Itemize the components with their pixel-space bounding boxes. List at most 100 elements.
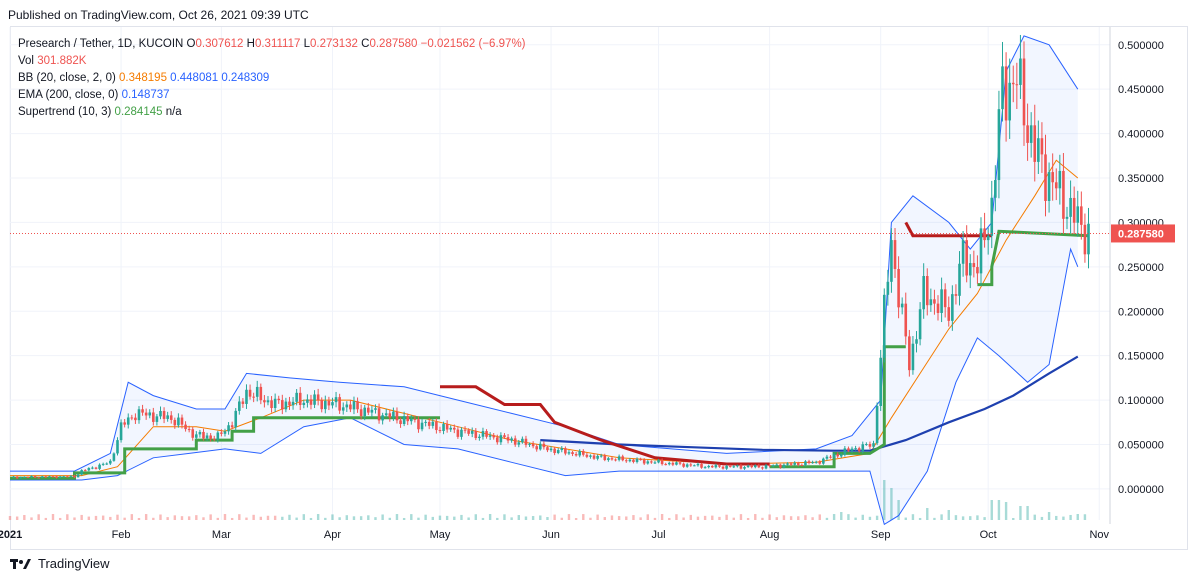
candle-body bbox=[359, 409, 363, 416]
candle-body bbox=[413, 418, 417, 420]
volume-bar bbox=[73, 517, 76, 520]
volume-bar bbox=[883, 480, 886, 520]
candle-body bbox=[1001, 66, 1004, 110]
volume-bar bbox=[438, 515, 442, 520]
candle-body bbox=[15, 476, 19, 479]
volume-bar bbox=[1069, 514, 1072, 520]
candle-body bbox=[976, 267, 979, 274]
volume-bar bbox=[58, 517, 62, 520]
volume-bar bbox=[37, 514, 40, 520]
candle-body bbox=[119, 422, 123, 441]
volume-bar bbox=[746, 517, 750, 520]
legend-bb-row[interactable]: BB (20, close, 2, 0) 0.348195 0.448081 0… bbox=[18, 70, 526, 87]
volume-bar bbox=[789, 516, 793, 520]
candle-body bbox=[69, 475, 73, 477]
volume-bar bbox=[811, 517, 814, 520]
volume-bar bbox=[273, 515, 277, 520]
legend-ema-row[interactable]: EMA (200, close, 0) 0.148737 bbox=[18, 87, 526, 104]
candle-body bbox=[578, 450, 582, 456]
volume-bar bbox=[675, 514, 678, 520]
candle-body bbox=[624, 460, 628, 462]
candle-body bbox=[642, 459, 646, 464]
candle-body bbox=[202, 431, 205, 439]
volume-bar bbox=[1047, 512, 1051, 520]
candle-body bbox=[829, 456, 832, 458]
candle-body bbox=[377, 408, 381, 421]
candle-body bbox=[298, 392, 302, 406]
candle-body bbox=[137, 409, 141, 421]
volume-bar bbox=[875, 515, 879, 520]
candle-body bbox=[126, 417, 130, 425]
volume-bar bbox=[668, 517, 671, 520]
candle-body bbox=[564, 448, 567, 454]
legend-symbol-row[interactable]: Presearch / Tether, 1D, KUCOIN O0.307612… bbox=[18, 36, 526, 53]
candle-body bbox=[166, 415, 169, 419]
candle-body bbox=[524, 438, 528, 445]
candle-body bbox=[499, 435, 503, 443]
candle-body bbox=[664, 464, 668, 466]
candle-body bbox=[667, 462, 671, 465]
candle-body bbox=[238, 401, 241, 411]
volume-bar bbox=[216, 517, 220, 520]
candle-body bbox=[958, 263, 961, 296]
candle-body bbox=[685, 464, 689, 467]
candle-body bbox=[596, 455, 599, 459]
candle-body bbox=[467, 430, 470, 434]
volume-bar bbox=[818, 514, 821, 520]
candle-body bbox=[725, 465, 728, 469]
candle-body bbox=[513, 438, 517, 445]
y-tick-label: 0.350000 bbox=[1118, 173, 1164, 185]
candle-body bbox=[581, 450, 585, 455]
candle-body bbox=[392, 411, 395, 418]
x-tick-label: 2021 bbox=[0, 529, 22, 541]
volume-bar bbox=[926, 508, 929, 520]
candle-body bbox=[352, 401, 356, 410]
volume-bar bbox=[904, 517, 907, 520]
candle-body bbox=[1037, 138, 1040, 162]
volume-bar bbox=[402, 517, 406, 520]
candle-body bbox=[603, 455, 607, 461]
candle-body bbox=[997, 109, 1001, 181]
supertrend-up-line bbox=[10, 416, 440, 480]
y-tick-label: 0.100000 bbox=[1118, 395, 1164, 407]
candle-body bbox=[789, 463, 793, 465]
tradingview-brand[interactable]: TradingView bbox=[38, 556, 110, 571]
volume-bar bbox=[137, 517, 141, 520]
volume-bar bbox=[897, 500, 900, 520]
candle-body bbox=[865, 444, 868, 446]
candle-body bbox=[388, 413, 392, 418]
candle-body bbox=[954, 294, 958, 296]
candle-body bbox=[216, 432, 220, 440]
volume-bar bbox=[868, 516, 872, 520]
symbol-title[interactable]: Presearch / Tether, 1D, KUCOIN bbox=[18, 38, 184, 50]
candle-body bbox=[105, 463, 109, 465]
footer[interactable]: TradingView bbox=[10, 556, 110, 571]
volume-bar bbox=[832, 514, 836, 520]
candle-body bbox=[503, 435, 506, 438]
volume-bar bbox=[209, 514, 212, 520]
candle-body bbox=[141, 409, 144, 413]
candle-body bbox=[66, 476, 69, 478]
legend-volume-row[interactable]: Vol 301.882K bbox=[18, 53, 526, 70]
candle-body bbox=[30, 476, 33, 478]
candle-body bbox=[657, 460, 660, 463]
candle-body bbox=[915, 339, 918, 344]
x-tick-label: Oct bbox=[980, 529, 997, 541]
volume-bar bbox=[116, 514, 119, 520]
candle-body bbox=[908, 336, 911, 371]
open-label: O bbox=[186, 38, 196, 50]
legend-supertrend-row[interactable]: Supertrend (10, 3) 0.284145 n/a bbox=[18, 104, 526, 121]
candle-body bbox=[230, 425, 234, 428]
candle-body bbox=[714, 465, 718, 468]
candle-body bbox=[349, 404, 352, 410]
candle-body bbox=[1008, 82, 1011, 121]
candle-body bbox=[384, 413, 388, 416]
candle-body bbox=[574, 454, 578, 456]
candle-body bbox=[395, 411, 399, 421]
candle-body bbox=[417, 419, 420, 430]
candle-body bbox=[979, 228, 983, 274]
candle-body bbox=[320, 400, 324, 410]
volume-bar bbox=[1062, 516, 1065, 520]
candle-body bbox=[101, 463, 105, 465]
